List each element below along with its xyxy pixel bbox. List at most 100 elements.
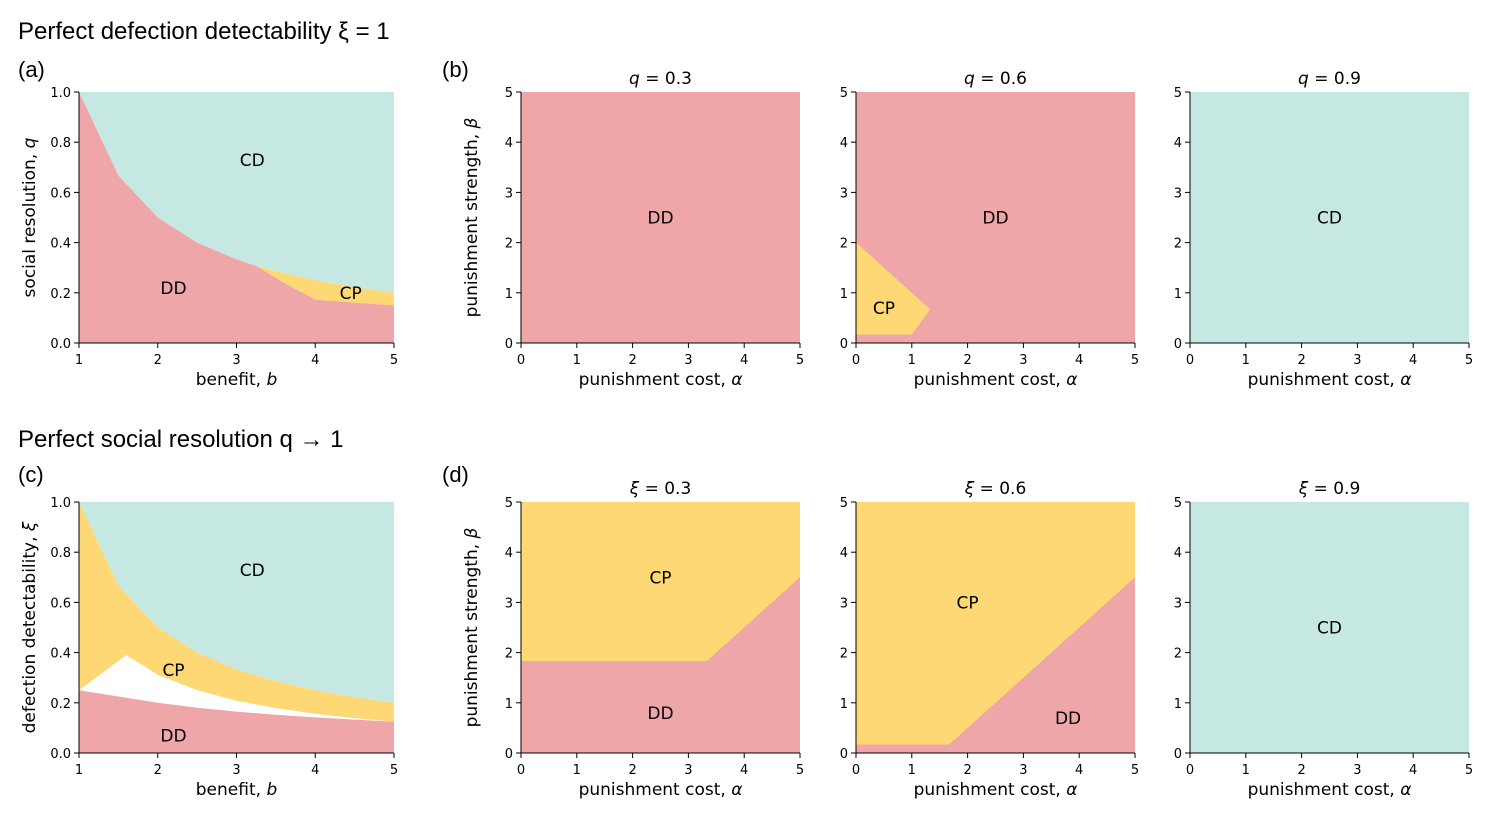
region-label-cd: CD [240,151,265,171]
region-dd [79,92,394,343]
y-tick-label: 0.4 [50,647,71,662]
x-tick-label: 2 [154,353,162,368]
y-tick-label: 4 [1174,136,1182,151]
y-tick-label: 3 [505,186,513,201]
region-label-cp: CP [340,284,362,304]
y-tick-label: 4 [840,546,848,561]
panel-label-a: (a) [18,57,45,82]
y-tick-label: 1 [1174,697,1182,712]
x-tick-label: 4 [740,763,748,778]
x-axis-label: benefit, b [196,780,277,800]
region-label-cd: CD [240,561,265,581]
region-label-cd: CD [1317,209,1342,229]
x-tick-label: 0 [1186,763,1194,778]
region-label-cp: CP [957,593,979,613]
region-label-dd: DD [160,279,186,299]
region-dd [79,690,394,753]
y-tick-label: 5 [505,86,513,101]
panel-title: ξ = 0.9 [1298,479,1361,499]
y-tick-label: 2 [505,647,513,662]
y-tick-label: 0.2 [50,287,71,302]
x-axis-label: punishment cost, α [1248,370,1412,390]
y-tick-label: 0.0 [50,337,71,352]
x-tick-label: 1 [908,763,916,778]
y-tick-label: 5 [840,86,848,101]
x-tick-label: 1 [573,353,581,368]
y-tick-label: 3 [840,186,848,201]
x-tick-label: 3 [684,763,692,778]
y-tick-label: 2 [1174,237,1182,252]
chart-panel-a: CD CP DD 1 2 3 4 5 0.0 0.2 0.4 0.6 0.8 1.0 benefit, b s… [20,86,398,390]
y-tick-label: 1.0 [50,86,71,101]
x-tick-label: 0 [852,763,860,778]
region-dd [521,92,800,343]
region-cp [256,265,394,306]
panel-label-c: (c) [18,462,44,487]
y-tick-label: 0 [840,337,848,352]
x-tick-label: 3 [1019,353,1027,368]
region-cd [1190,92,1469,343]
region-cd [79,502,394,703]
x-axis-label: punishment cost, α [1248,780,1412,800]
x-tick-label: 3 [232,353,240,368]
x-tick-label: 1 [1242,763,1250,778]
region-cd [79,92,394,293]
y-tick-label: 5 [1174,496,1182,511]
x-tick-label: 5 [1465,353,1473,368]
chart-panel-d3: CD 0 1 2 3 4 5 0 1 2 3 4 5 punishment cost, α ξ = 0.9 [1174,479,1473,800]
region-dd [856,92,1135,343]
x-axis-label: benefit, b [196,370,277,390]
y-tick-label: 0 [505,747,513,762]
x-tick-label: 4 [1409,763,1417,778]
x-tick-label: 3 [684,353,692,368]
panel-title: q = 0.3 [629,69,692,89]
x-tick-label: 4 [1075,763,1083,778]
chart-panel-b1: DD 0 1 2 3 4 5 0 1 2 3 4 5 punishment cost, α punishme… [462,69,804,390]
y-axis-label: defection detectability, ξ [20,521,40,733]
x-tick-label: 1 [75,763,83,778]
x-tick-label: 0 [517,763,525,778]
region-label-dd: DD [982,209,1008,229]
x-tick-label: 5 [796,763,804,778]
x-tick-label: 2 [628,353,636,368]
x-tick-label: 2 [154,763,162,778]
x-tick-label: 3 [1353,353,1361,368]
y-tick-label: 4 [1174,546,1182,561]
region-label-dd: DD [647,209,673,229]
chart-panel-d2: CP DD 0 1 2 3 4 5 0 1 2 3 4 5 punishment cost, α ξ = 0.… [840,479,1139,800]
region-label-cd: CD [1317,619,1342,639]
y-tick-label: 4 [505,546,513,561]
x-tick-label: 3 [232,763,240,778]
y-tick-label: 0.8 [50,136,71,151]
y-tick-label: 0 [1174,747,1182,762]
y-axis-label: social resolution, q [20,137,40,297]
y-axis-label: punishment strength, β [462,117,482,317]
region-label-cp: CP [649,568,671,588]
region-label-dd: DD [160,726,186,746]
x-axis-label: punishment cost, α [579,370,743,390]
x-tick-label: 0 [852,353,860,368]
y-tick-label: 5 [840,496,848,511]
y-tick-label: 5 [505,496,513,511]
y-tick-label: 0.6 [50,186,71,201]
y-tick-label: 5 [1174,86,1182,101]
region-dd [856,577,1135,753]
y-tick-label: 1 [505,697,513,712]
x-tick-label: 2 [963,763,971,778]
region-label-cp: CP [873,299,895,319]
x-tick-label: 4 [311,763,319,778]
x-tick-label: 2 [963,353,971,368]
y-tick-label: 3 [1174,596,1182,611]
y-tick-label: 4 [840,136,848,151]
y-tick-label: 0.4 [50,237,71,252]
x-tick-label: 4 [311,353,319,368]
section-title-top: Perfect defection detectability ξ = 1 [18,18,390,45]
x-axis-label: punishment cost, α [914,370,1078,390]
y-tick-label: 2 [1174,647,1182,662]
x-tick-label: 3 [1019,763,1027,778]
x-tick-label: 1 [1242,353,1250,368]
x-tick-label: 5 [1131,763,1139,778]
panel-title: q = 0.9 [1298,69,1361,89]
x-axis-label: punishment cost, α [914,780,1078,800]
